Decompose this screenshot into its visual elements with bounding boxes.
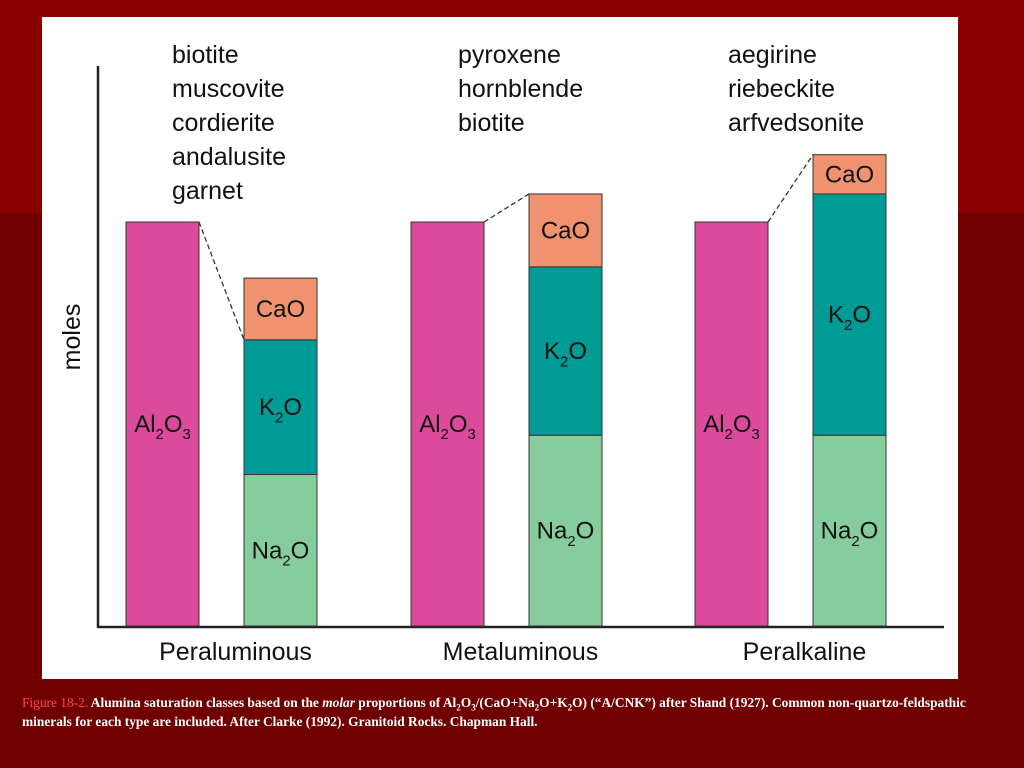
bar-na2o <box>528 434 603 627</box>
bar-label-al2o3: Al2O3 <box>419 411 476 443</box>
bar-label-al2o3: Al2O3 <box>134 411 191 443</box>
bar-k2o <box>812 193 887 436</box>
bar-al2o3 <box>410 221 485 627</box>
caption-text-1: Alumina saturation classes based on the <box>88 695 323 710</box>
figure-panel: moles Al2O3 Na2O K2O CaO Peraluminous biotite m… <box>42 17 958 679</box>
bar-cao-label: CaO <box>541 217 590 244</box>
mineral-label: cordierite <box>172 109 275 137</box>
mineral-label: biotite <box>458 109 525 137</box>
bar-na2o <box>243 474 318 627</box>
tick-label: Peralkaline <box>743 638 867 666</box>
bar-na2o-label: Na2O <box>821 518 879 550</box>
bar-cao-label: CaO <box>256 296 305 323</box>
caption-italic: molar <box>322 695 355 710</box>
bar-k2o <box>243 339 318 476</box>
caption-text-4: /(CaO+Na <box>475 695 535 710</box>
bar-na2o-label: Na2O <box>537 518 595 550</box>
mineral-label: garnet <box>172 177 243 205</box>
mineral-label: andalusite <box>172 143 286 171</box>
caption-text-5: O+K <box>539 695 568 710</box>
bar-cao-label: CaO <box>825 161 874 188</box>
caption-text-2: proportions of Al <box>354 695 457 710</box>
tick-label: Peraluminous <box>159 638 312 666</box>
bar-na2o <box>812 434 887 627</box>
mineral-label: arfvedsonite <box>728 109 864 137</box>
caption-sub: 2 <box>534 702 540 713</box>
bar-k2o-label: K2O <box>544 338 587 370</box>
mineral-label: aegirine <box>728 41 817 69</box>
caption-sub: 2 <box>567 702 573 713</box>
tick-label: Metaluminous <box>443 638 599 666</box>
dashed-connector <box>198 221 245 341</box>
caption-sub: 3 <box>471 702 476 713</box>
y-axis-label: moles <box>58 304 86 371</box>
bar-al2o3 <box>125 221 200 627</box>
bar-k2o-label: K2O <box>259 394 302 426</box>
dashed-connector <box>483 193 530 223</box>
mineral-label: riebeckite <box>728 75 835 103</box>
figure-label: Figure 18-2. <box>22 695 89 710</box>
mineral-label: hornblende <box>458 75 583 103</box>
caption-sub: 2 <box>456 702 461 713</box>
mineral-label: muscovite <box>172 75 285 103</box>
bar-al2o3 <box>694 221 769 627</box>
bar-k2o-label: K2O <box>828 302 871 334</box>
bar-cao <box>243 277 318 341</box>
bar-label-al2o3: Al2O3 <box>703 411 760 443</box>
bar-na2o-label: Na2O <box>252 537 310 569</box>
mineral-label: biotite <box>172 41 239 69</box>
bar-cao <box>812 154 887 195</box>
bar-cao <box>528 193 603 268</box>
dashed-connector <box>767 154 814 223</box>
figure-caption: Figure 18-2. Alumina saturation classes … <box>22 693 1002 731</box>
caption-text-3: O <box>460 695 472 710</box>
bar-k2o <box>528 266 603 436</box>
alumina-saturation-chart: moles Al2O3 Na2O K2O CaO Peraluminous biotite m… <box>58 41 944 666</box>
mineral-label: pyroxene <box>458 41 561 69</box>
caption-text-6: O) (“A/CNK”) after Shand (1927). Common … <box>22 695 966 729</box>
